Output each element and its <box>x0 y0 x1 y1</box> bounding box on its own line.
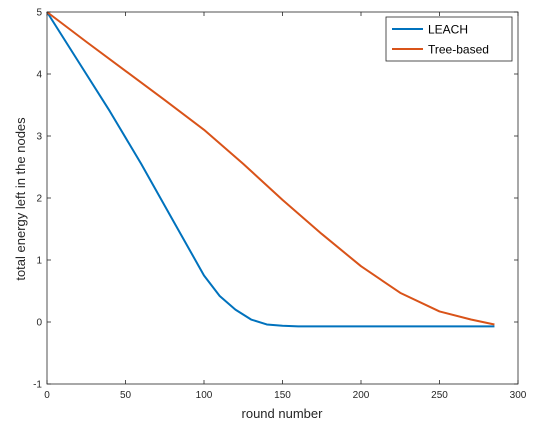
x-tick-label: 50 <box>120 390 132 401</box>
x-tick-label: 200 <box>353 390 370 401</box>
series-line-leach <box>46 11 495 328</box>
x-tick-label: 250 <box>431 390 448 401</box>
x-tick-label: 150 <box>274 390 291 401</box>
x-tick-label: 0 <box>44 390 50 401</box>
y-tick-label: -1 <box>33 380 42 391</box>
y-tick-label: 2 <box>36 194 42 205</box>
legend-label: LEACH <box>428 23 468 37</box>
legend-box <box>385 16 513 62</box>
legend: LEACH Tree-based <box>385 16 513 62</box>
y-tick-label: 4 <box>36 70 42 81</box>
plot-area <box>46 11 495 328</box>
legend-label: Tree-based <box>428 43 489 57</box>
y-tick-label: 5 <box>36 8 42 19</box>
x-tick-label: 300 <box>510 390 527 401</box>
y-tick-label: 1 <box>36 256 42 267</box>
y-tick-label: 3 <box>36 132 42 143</box>
x-tick-label: 100 <box>196 390 213 401</box>
x-axis-label: round number <box>242 406 324 421</box>
y-tick-label: 0 <box>36 318 42 329</box>
series-line-tree-based <box>46 11 495 326</box>
y-axis-label: total energy left in the nodes <box>13 117 28 281</box>
